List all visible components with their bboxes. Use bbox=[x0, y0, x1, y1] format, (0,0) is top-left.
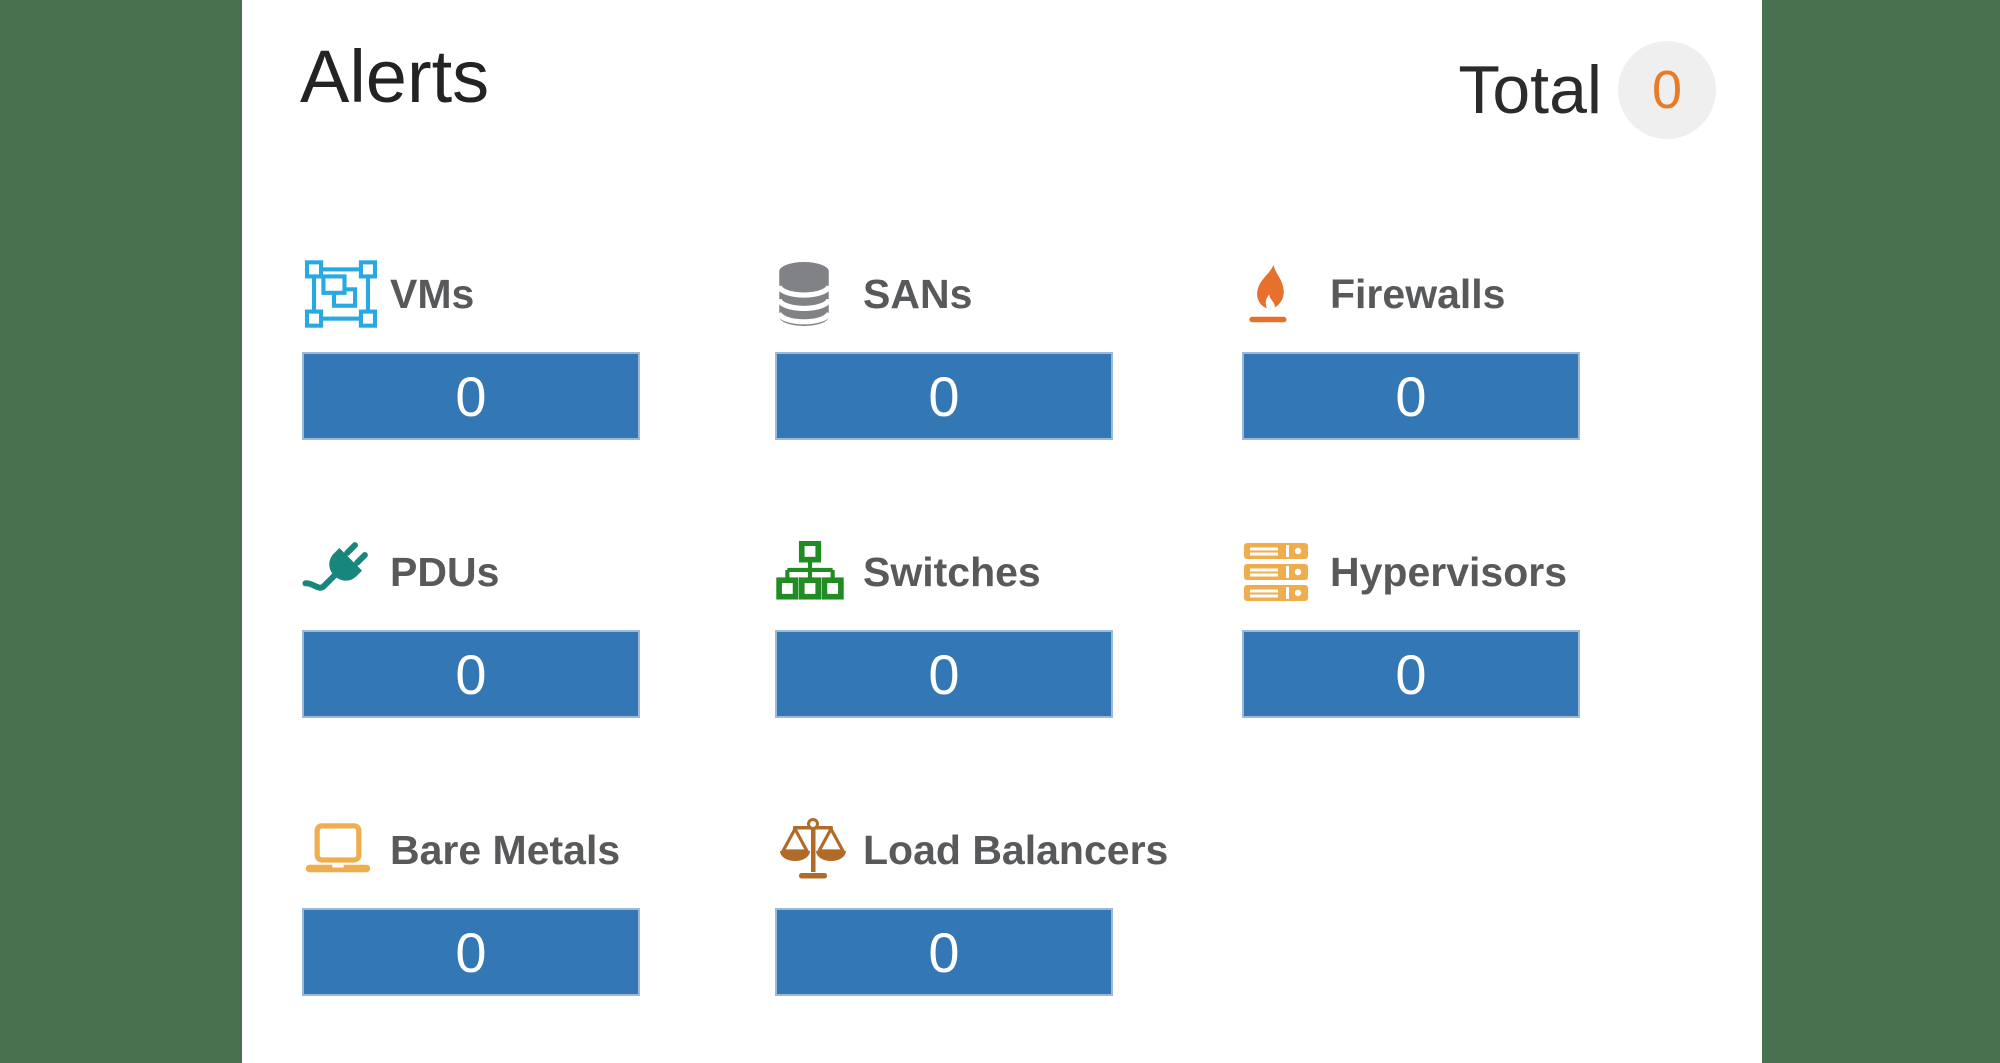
metric-header: PDUs bbox=[302, 528, 640, 616]
vm-icon bbox=[302, 260, 382, 328]
metric-header: Hypervisors bbox=[1242, 528, 1580, 616]
sitemap-icon bbox=[775, 541, 855, 603]
metric-count-bar[interactable]: 0 bbox=[1242, 630, 1580, 718]
balance-scale-icon bbox=[775, 817, 855, 883]
metric-card-firewalls: Firewalls 0 bbox=[1242, 250, 1580, 440]
total-badge: 0 bbox=[1618, 41, 1716, 139]
metric-label: Load Balancers bbox=[863, 826, 1169, 873]
metric-header: Load Balancers bbox=[775, 806, 1168, 894]
metric-label: Firewalls bbox=[1330, 270, 1506, 317]
metric-count-bar[interactable]: 0 bbox=[302, 630, 640, 718]
metric-label: Bare Metals bbox=[390, 826, 621, 873]
metric-card-load-balancers: Load Balancers 0 bbox=[775, 806, 1168, 996]
metric-label: VMs bbox=[390, 270, 475, 317]
metric-count-bar[interactable]: 0 bbox=[775, 908, 1113, 996]
metric-card-pdus: PDUs 0 bbox=[302, 528, 640, 718]
alerts-panel: Alerts Total 0 VMs 0 SANs 0 bbox=[242, 0, 1762, 1063]
metric-label: PDUs bbox=[390, 548, 500, 595]
total-counter: Total 0 bbox=[1458, 40, 1716, 140]
metric-card-vms: VMs 0 bbox=[302, 250, 640, 440]
flame-icon bbox=[1242, 263, 1322, 326]
metric-card-sans: SANs 0 bbox=[775, 250, 1113, 440]
laptop-icon bbox=[302, 822, 382, 878]
metric-card-bare-metals: Bare Metals 0 bbox=[302, 806, 640, 996]
metric-card-switches: Switches 0 bbox=[775, 528, 1113, 718]
panel-title: Alerts bbox=[300, 35, 490, 118]
metric-header: VMs bbox=[302, 250, 640, 338]
metric-count-bar[interactable]: 0 bbox=[775, 630, 1113, 718]
metric-label: Switches bbox=[863, 548, 1041, 595]
metric-count-bar[interactable]: 0 bbox=[302, 908, 640, 996]
metric-count-bar[interactable]: 0 bbox=[1242, 352, 1580, 440]
metric-header: Firewalls bbox=[1242, 250, 1580, 338]
plug-icon bbox=[302, 536, 382, 608]
total-label: Total bbox=[1458, 52, 1602, 128]
metric-label: Hypervisors bbox=[1330, 548, 1568, 595]
metric-header: Switches bbox=[775, 528, 1113, 616]
metric-header: Bare Metals bbox=[302, 806, 640, 894]
metric-card-hypervisors: Hypervisors 0 bbox=[1242, 528, 1580, 718]
database-icon bbox=[775, 261, 855, 327]
metric-count-bar[interactable]: 0 bbox=[775, 352, 1113, 440]
metric-count-bar[interactable]: 0 bbox=[302, 352, 640, 440]
server-stack-icon bbox=[1242, 541, 1322, 603]
metric-label: SANs bbox=[863, 270, 973, 317]
metric-header: SANs bbox=[775, 250, 1113, 338]
